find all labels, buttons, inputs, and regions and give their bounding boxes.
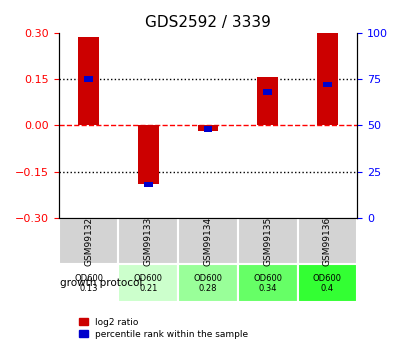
Text: OD600
0.13: OD600 0.13 xyxy=(74,274,103,293)
Bar xyxy=(257,77,278,125)
Bar xyxy=(317,32,338,125)
Text: OD600
0.4: OD600 0.4 xyxy=(313,274,342,293)
FancyBboxPatch shape xyxy=(178,218,238,265)
Text: growth protocol: growth protocol xyxy=(60,278,142,288)
Text: OD600
0.34: OD600 0.34 xyxy=(253,274,282,293)
Text: GSM99132: GSM99132 xyxy=(84,217,93,266)
Bar xyxy=(84,76,93,82)
Text: GSM99133: GSM99133 xyxy=(144,217,153,266)
Bar xyxy=(138,125,159,184)
Text: OD600
0.21: OD600 0.21 xyxy=(134,274,163,293)
FancyBboxPatch shape xyxy=(297,265,357,303)
Legend: log2 ratio, percentile rank within the sample: log2 ratio, percentile rank within the s… xyxy=(77,316,250,341)
FancyBboxPatch shape xyxy=(238,218,297,265)
Bar xyxy=(263,89,272,95)
Text: GSM99135: GSM99135 xyxy=(263,217,272,266)
FancyBboxPatch shape xyxy=(178,265,238,303)
Bar xyxy=(204,126,212,132)
Text: GSM99134: GSM99134 xyxy=(204,217,212,266)
FancyBboxPatch shape xyxy=(238,265,297,303)
FancyBboxPatch shape xyxy=(118,265,178,303)
Bar xyxy=(78,37,99,125)
Text: GSM99136: GSM99136 xyxy=(323,217,332,266)
FancyBboxPatch shape xyxy=(297,218,357,265)
Bar xyxy=(197,125,218,131)
Bar xyxy=(323,82,332,87)
Bar xyxy=(144,182,153,187)
FancyBboxPatch shape xyxy=(59,265,118,303)
FancyBboxPatch shape xyxy=(118,218,178,265)
Text: OD600
0.28: OD600 0.28 xyxy=(193,274,222,293)
FancyBboxPatch shape xyxy=(59,218,118,265)
Title: GDS2592 / 3339: GDS2592 / 3339 xyxy=(145,15,271,30)
